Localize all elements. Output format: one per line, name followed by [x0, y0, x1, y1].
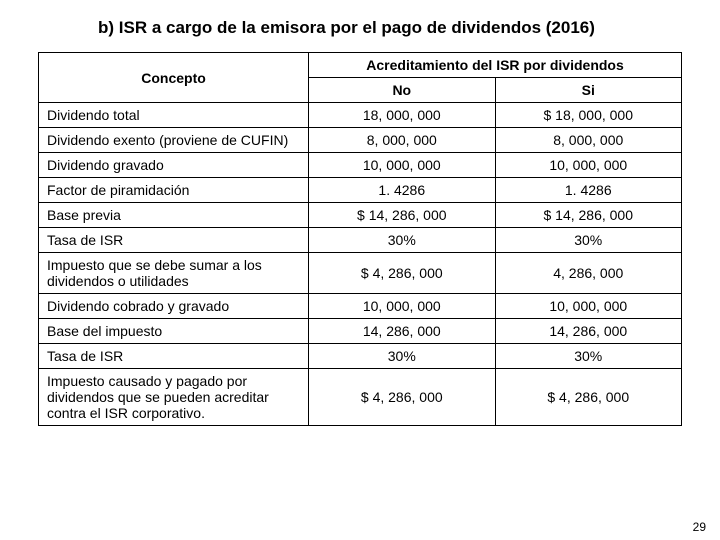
- cell-concept: Tasa de ISR: [39, 344, 309, 369]
- cell-concept: Factor de piramidación: [39, 178, 309, 203]
- table-row: Impuesto que se debe sumar a los dividen…: [39, 253, 682, 294]
- table-row: Dividendo cobrado y gravado10, 000, 0001…: [39, 294, 682, 319]
- cell-no: 30%: [309, 228, 495, 253]
- cell-concept: Base previa: [39, 203, 309, 228]
- cell-si: 14, 286, 000: [495, 319, 681, 344]
- cell-no: 14, 286, 000: [309, 319, 495, 344]
- cell-no: 10, 000, 000: [309, 153, 495, 178]
- header-no: No: [309, 78, 495, 103]
- header-si: Si: [495, 78, 681, 103]
- header-concepto: Concepto: [39, 53, 309, 103]
- table-row: Tasa de ISR30%30%: [39, 344, 682, 369]
- cell-concept: Impuesto causado y pagado por dividendos…: [39, 369, 309, 426]
- cell-no: $ 4, 286, 000: [309, 253, 495, 294]
- cell-concept: Dividendo cobrado y gravado: [39, 294, 309, 319]
- table-row: Dividendo total18, 000, 000$ 18, 000, 00…: [39, 103, 682, 128]
- page-number: 29: [693, 520, 706, 534]
- cell-no: $ 4, 286, 000: [309, 369, 495, 426]
- cell-no: 8, 000, 000: [309, 128, 495, 153]
- cell-concept: Base del impuesto: [39, 319, 309, 344]
- cell-no: 10, 000, 000: [309, 294, 495, 319]
- cell-si: 1. 4286: [495, 178, 681, 203]
- page-container: b) ISR a cargo de la emisora por el pago…: [0, 0, 720, 434]
- cell-concept: Tasa de ISR: [39, 228, 309, 253]
- table-row: Impuesto causado y pagado por dividendos…: [39, 369, 682, 426]
- table-row: Dividendo gravado10, 000, 00010, 000, 00…: [39, 153, 682, 178]
- cell-si: $ 4, 286, 000: [495, 369, 681, 426]
- cell-no: 30%: [309, 344, 495, 369]
- cell-no: 1. 4286: [309, 178, 495, 203]
- table-row: Dividendo exento (proviene de CUFIN)8, 0…: [39, 128, 682, 153]
- cell-si: 10, 000, 000: [495, 153, 681, 178]
- cell-si: $ 18, 000, 000: [495, 103, 681, 128]
- cell-concept: Dividendo exento (proviene de CUFIN): [39, 128, 309, 153]
- table-row: Tasa de ISR30%30%: [39, 228, 682, 253]
- header-super: Acreditamiento del ISR por dividendos: [309, 53, 682, 78]
- page-title: b) ISR a cargo de la emisora por el pago…: [98, 18, 682, 38]
- table-row: Base previa$ 14, 286, 000$ 14, 286, 000: [39, 203, 682, 228]
- cell-concept: Dividendo gravado: [39, 153, 309, 178]
- table-body: Dividendo total18, 000, 000$ 18, 000, 00…: [39, 103, 682, 426]
- cell-concept: Dividendo total: [39, 103, 309, 128]
- cell-concept: Impuesto que se debe sumar a los dividen…: [39, 253, 309, 294]
- table-header-super-row: Concepto Acreditamiento del ISR por divi…: [39, 53, 682, 78]
- cell-si: 8, 000, 000: [495, 128, 681, 153]
- cell-si: 30%: [495, 344, 681, 369]
- cell-no: 18, 000, 000: [309, 103, 495, 128]
- table-row: Base del impuesto14, 286, 00014, 286, 00…: [39, 319, 682, 344]
- cell-si: $ 14, 286, 000: [495, 203, 681, 228]
- cell-si: 10, 000, 000: [495, 294, 681, 319]
- cell-si: 4, 286, 000: [495, 253, 681, 294]
- cell-si: 30%: [495, 228, 681, 253]
- isr-table: Concepto Acreditamiento del ISR por divi…: [38, 52, 682, 426]
- table-row: Factor de piramidación1. 42861. 4286: [39, 178, 682, 203]
- cell-no: $ 14, 286, 000: [309, 203, 495, 228]
